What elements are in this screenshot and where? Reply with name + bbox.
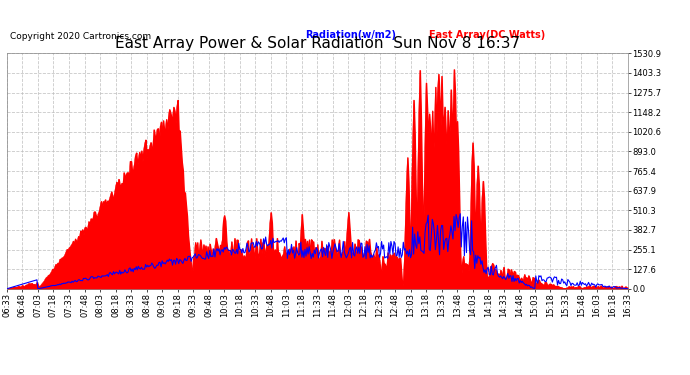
- Title: East Array Power & Solar Radiation  Sun Nov 8 16:37: East Array Power & Solar Radiation Sun N…: [115, 36, 520, 51]
- Text: Radiation(w/m2): Radiation(w/m2): [305, 30, 396, 40]
- Text: East Array(DC Watts): East Array(DC Watts): [429, 30, 545, 40]
- Text: Copyright 2020 Cartronics.com: Copyright 2020 Cartronics.com: [10, 32, 152, 41]
